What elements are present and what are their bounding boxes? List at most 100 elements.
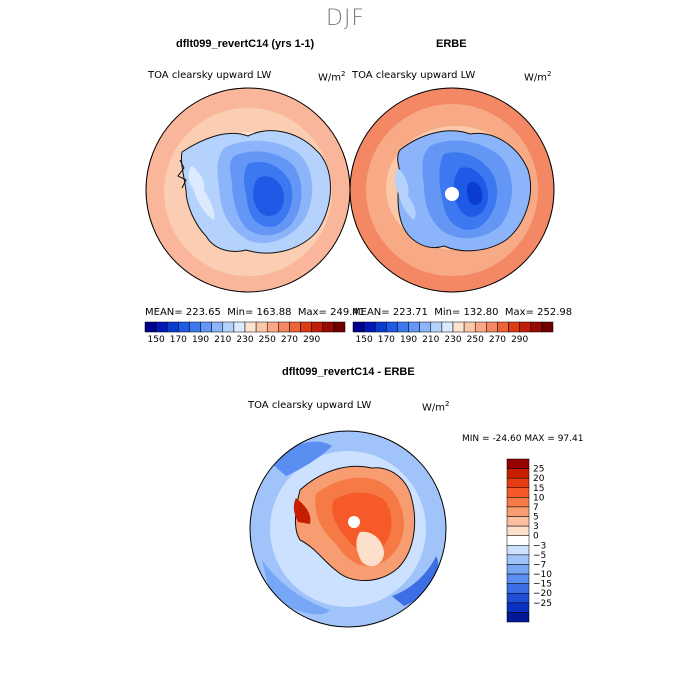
colorbar-swatch bbox=[244, 321, 257, 333]
panel2-colorbar: 150 170 190 210 230 250 270 290 bbox=[352, 321, 554, 345]
panel3-min-value: -24.60 bbox=[492, 434, 522, 444]
colorbar-swatch bbox=[506, 487, 530, 498]
colorbar-tick-label: 150 bbox=[148, 335, 165, 345]
panel3-units: W/m2 bbox=[422, 400, 449, 413]
panel2-min-value: 132.80 bbox=[463, 307, 499, 318]
colorbar-swatch bbox=[311, 321, 324, 333]
colorbar-swatch bbox=[506, 564, 530, 575]
panel3-stats: MIN = -24.60 MAX = 97.41 bbox=[462, 434, 583, 444]
colorbar-tick-label: 290 bbox=[303, 335, 320, 345]
colorbar-tick-label: 250 bbox=[259, 335, 276, 345]
colorbar-swatch bbox=[397, 321, 409, 333]
colorbar-swatch bbox=[386, 321, 398, 333]
colorbar-swatch bbox=[266, 321, 279, 333]
colorbar-swatch bbox=[333, 321, 346, 333]
panel2-stats: MEAN= 223.71 Min= 132.80 Max= 252.98 bbox=[352, 307, 572, 318]
panel2-units-base: W/m bbox=[524, 72, 547, 84]
colorbar-swatch bbox=[506, 506, 530, 517]
colorbar-swatch bbox=[506, 516, 530, 527]
colorbar-swatch bbox=[430, 321, 443, 333]
colorbar-swatch bbox=[506, 535, 530, 546]
panel2-min-label: Min= bbox=[434, 307, 461, 318]
colorbar-swatch bbox=[506, 602, 530, 613]
panel1-stats: MEAN= 223.65 Min= 163.88 Max= 249.41 bbox=[145, 307, 365, 318]
panel2-mean-label: MEAN= bbox=[352, 307, 390, 318]
colorbar-tick-label: 190 bbox=[192, 335, 209, 345]
panel1-title: dflt099_revertC14 (yrs 1-1) bbox=[176, 38, 315, 50]
colorbar-tick-label: 190 bbox=[400, 335, 417, 345]
colorbar-tick-label: −10 bbox=[533, 570, 552, 580]
colorbar-tick-label: 270 bbox=[489, 335, 506, 345]
colorbar-swatch bbox=[278, 321, 290, 333]
panel3-map bbox=[250, 431, 446, 627]
colorbar-swatch bbox=[166, 321, 179, 333]
colorbar-tick-label: 210 bbox=[422, 335, 439, 345]
panel1-mean-value: 223.65 bbox=[185, 307, 221, 318]
panel2-map bbox=[350, 88, 554, 292]
colorbar-tick-label: 7 bbox=[533, 503, 539, 513]
colorbar-tick-label: 250 bbox=[467, 335, 484, 345]
colorbar-swatch bbox=[474, 321, 487, 333]
colorbar-tick-label: 170 bbox=[170, 335, 187, 345]
colorbar-tick-label: −7 bbox=[533, 560, 546, 570]
colorbar-swatch bbox=[452, 321, 465, 333]
colorbar-swatch bbox=[200, 321, 212, 333]
colorbar-swatch bbox=[363, 321, 376, 333]
colorbar-swatch bbox=[352, 321, 365, 333]
colorbar-swatch bbox=[374, 321, 387, 333]
panel1-max-label: Max= bbox=[297, 307, 327, 318]
colorbar-tick-label: −20 bbox=[533, 589, 552, 599]
panel3-min-label: MIN = bbox=[462, 434, 490, 444]
colorbar-tick-label: 20 bbox=[533, 474, 545, 484]
colorbar-swatch bbox=[178, 321, 190, 333]
colorbar-tick-label: 3 bbox=[533, 522, 539, 532]
colorbar-swatch bbox=[506, 573, 530, 584]
colorbar-swatch bbox=[506, 497, 530, 508]
colorbar-swatch bbox=[408, 321, 420, 333]
colorbar-swatch bbox=[519, 321, 532, 333]
panel1-units: W/m2 bbox=[318, 70, 345, 83]
colorbar-tick-label: 210 bbox=[214, 335, 231, 345]
colorbar-swatch bbox=[211, 321, 224, 333]
colorbar-swatch bbox=[506, 583, 530, 594]
colorbar-swatch bbox=[233, 321, 246, 333]
panel3-title: dflt099_revertC14 - ERBE bbox=[282, 366, 415, 378]
colorbar-tick-label: 270 bbox=[281, 335, 298, 345]
colorbar-swatch bbox=[289, 321, 301, 333]
colorbar-swatch bbox=[506, 468, 530, 479]
season-title: DJF bbox=[326, 6, 366, 31]
colorbar-tick-label: −3 bbox=[533, 541, 546, 551]
colorbar-tick-label: 5 bbox=[533, 513, 539, 523]
panel1-map bbox=[146, 88, 350, 292]
panel1-min-value: 163.88 bbox=[256, 307, 292, 318]
colorbar-tick-label: 15 bbox=[533, 484, 544, 494]
colorbar-tick-label: −5 bbox=[533, 551, 546, 561]
colorbar-tick-label: 10 bbox=[533, 493, 545, 503]
colorbar-swatch bbox=[144, 321, 157, 333]
colorbar-swatch bbox=[506, 477, 530, 489]
panel2-units: W/m2 bbox=[524, 70, 551, 83]
colorbar-swatch bbox=[506, 592, 530, 604]
panel3-max-value: 97.41 bbox=[557, 434, 584, 444]
panel2-title: ERBE bbox=[436, 38, 467, 50]
panel1-mean-label: MEAN= bbox=[145, 307, 183, 318]
panel3-variable-label: TOA clearsky upward LW bbox=[248, 400, 372, 411]
panel2-max-value: 252.98 bbox=[537, 307, 573, 318]
panel1-variable-label: TOA clearsky upward LW bbox=[148, 70, 272, 81]
colorbar-tick-label: 25 bbox=[533, 465, 544, 475]
colorbar-swatch bbox=[300, 321, 312, 333]
colorbar-tick-label: 170 bbox=[378, 335, 395, 345]
colorbar-tick-label: 150 bbox=[356, 335, 373, 345]
colorbar-swatch bbox=[222, 321, 235, 333]
colorbar-tick-label: 230 bbox=[236, 335, 253, 345]
colorbar-tick-label: −15 bbox=[533, 580, 552, 590]
colorbar-swatch bbox=[530, 321, 543, 333]
colorbar-swatch bbox=[155, 321, 168, 333]
colorbar-swatch bbox=[506, 458, 530, 469]
colorbar-swatch bbox=[506, 612, 530, 623]
colorbar-tick-label: 290 bbox=[511, 335, 528, 345]
panel3-units-sup: 2 bbox=[445, 400, 450, 408]
panel1-min-label: Min= bbox=[227, 307, 254, 318]
